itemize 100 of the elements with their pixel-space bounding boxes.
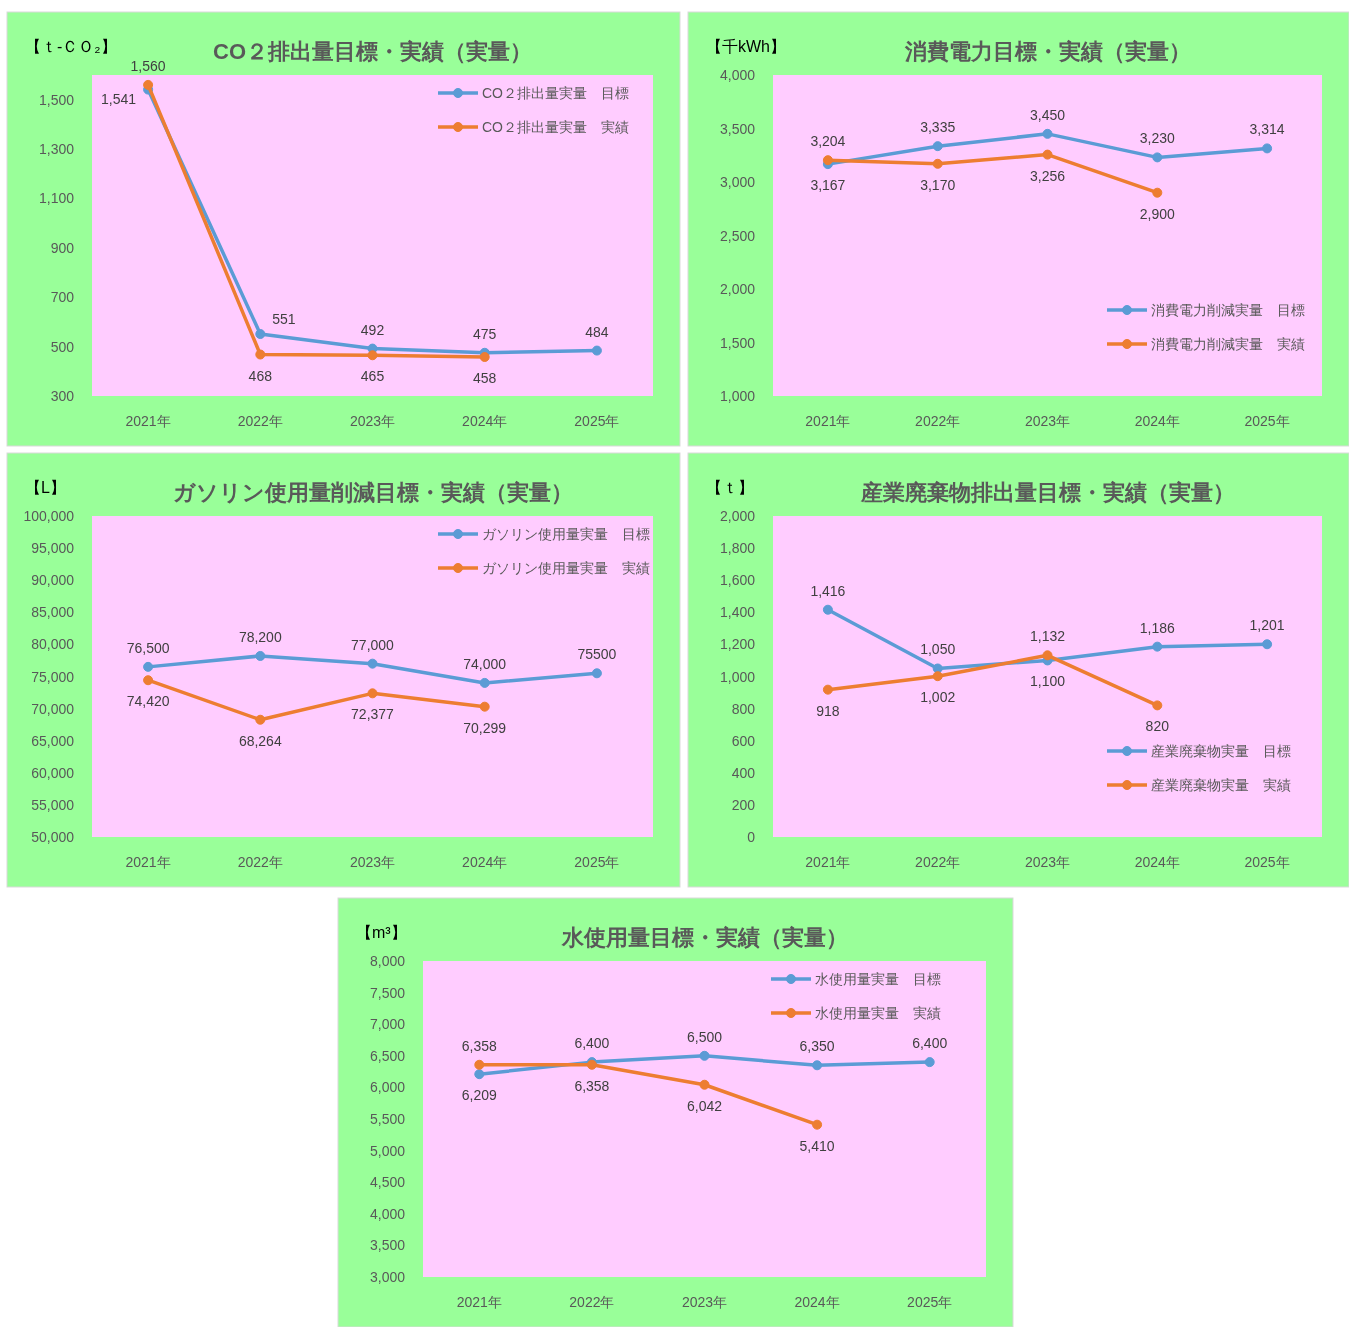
- data-label: 820: [1145, 718, 1170, 735]
- data-label: 1,541: [101, 90, 137, 107]
- data-label: 3,335: [920, 119, 956, 136]
- x-tick-label: 2021年: [125, 854, 171, 870]
- y-axis-title: 【ｔ-ＣＯ₂】: [25, 38, 117, 55]
- data-label: 918: [816, 702, 840, 719]
- y-tick-label: 7,500: [369, 984, 406, 1001]
- y-tick-label: 2,000: [719, 508, 756, 524]
- y-tick-label: 1,200: [719, 636, 756, 653]
- y-tick-label: 800: [731, 700, 756, 717]
- x-tick-label: 2025年: [1244, 854, 1290, 870]
- point: [474, 1059, 485, 1070]
- data-label: 5,410: [799, 1137, 835, 1154]
- point: [822, 684, 833, 695]
- data-label: 75500: [577, 646, 617, 663]
- x-tick-label: 2023年: [349, 854, 396, 870]
- point: [1262, 143, 1273, 154]
- x-tick-label: 2024年: [1134, 854, 1180, 870]
- y-tick-label: 300: [50, 388, 75, 404]
- y-tick-label: 700: [50, 289, 75, 306]
- y-tick-label: 1,300: [38, 141, 75, 158]
- legend-label: 産業廃棄物実量 目標: [1151, 743, 1291, 759]
- point: [1262, 639, 1273, 650]
- x-tick-label: 2023年: [681, 1294, 728, 1310]
- y-tick-label: 3,500: [369, 1237, 406, 1254]
- point: [812, 1119, 823, 1130]
- data-label: 3,204: [810, 133, 846, 150]
- data-label: 1,002: [920, 689, 956, 706]
- y-axis-title: 【千kWh】: [706, 38, 786, 55]
- y-tick-label: 8,000: [369, 953, 406, 969]
- y-tick-label: 3,500: [719, 120, 756, 137]
- y-tick-label: 1,100: [38, 190, 75, 207]
- chart-title: CO２排出量目標・実績（実量）: [213, 39, 532, 64]
- data-label: 3,170: [920, 176, 956, 193]
- data-label: 1,201: [1249, 617, 1285, 634]
- point: [591, 668, 602, 679]
- data-label: 2,900: [1139, 205, 1176, 222]
- data-label: 465: [360, 368, 385, 385]
- point: [1152, 187, 1163, 198]
- data-label: 468: [248, 367, 273, 384]
- data-label: 6,400: [912, 1035, 948, 1052]
- point: [822, 604, 833, 615]
- y-tick-label: 4,500: [369, 1174, 406, 1191]
- point: [1152, 700, 1163, 711]
- data-label: 1,132: [1029, 628, 1066, 645]
- point: [367, 688, 378, 699]
- chart-title: 水使用量目標・実績（実量）: [560, 925, 848, 950]
- data-label: 6,358: [574, 1077, 610, 1094]
- legend-label: CO２排出量実量 目標: [482, 85, 629, 101]
- point: [255, 349, 266, 360]
- x-tick-label: 2022年: [569, 1294, 615, 1310]
- y-tick-label: 85,000: [31, 604, 75, 621]
- point: [699, 1050, 710, 1061]
- x-tick-label: 2024年: [794, 1294, 840, 1310]
- data-label: 1,050: [920, 641, 956, 658]
- y-tick-label: 6,000: [369, 1079, 406, 1096]
- y-tick-label: 75,000: [31, 668, 75, 685]
- data-label: 3,230: [1139, 130, 1176, 147]
- data-label: 6,500: [686, 1028, 723, 1045]
- data-label: 3,314: [1249, 121, 1285, 138]
- data-label: 3,450: [1029, 106, 1066, 123]
- data-label: 77,000: [351, 636, 395, 653]
- y-tick-label: 3,000: [369, 1269, 406, 1285]
- y-tick-label: 95,000: [31, 540, 75, 557]
- point: [143, 675, 154, 686]
- data-label: 6,209: [461, 1087, 498, 1104]
- y-tick-label: 50,000: [31, 829, 75, 845]
- y-axis-title: 【m³】: [356, 924, 407, 941]
- y-tick-label: 0: [747, 829, 756, 845]
- data-label: 74,000: [463, 655, 507, 672]
- y-tick-label: 5,500: [369, 1111, 406, 1127]
- point: [255, 714, 266, 725]
- x-tick-label: 2023年: [1024, 413, 1071, 429]
- data-label: 3,256: [1029, 167, 1066, 184]
- x-tick-label: 2023年: [1024, 854, 1071, 870]
- y-tick-label: 80,000: [31, 636, 75, 653]
- data-label: 6,350: [799, 1038, 835, 1055]
- data-label: 6,042: [686, 1097, 723, 1114]
- data-label: 6,400: [574, 1035, 610, 1052]
- legend-label: 産業廃棄物実量 実績: [1151, 777, 1291, 793]
- y-tick-label: 100,000: [23, 508, 75, 524]
- y-tick-label: 70,000: [31, 700, 75, 717]
- legend-label: CO２排出量実量 実績: [482, 119, 629, 135]
- y-tick-label: 1,500: [719, 334, 756, 351]
- legend-label: 水使用量実量 実績: [815, 1005, 941, 1021]
- y-tick-label: 60,000: [31, 764, 75, 781]
- point: [1152, 152, 1163, 163]
- data-label: 78,200: [238, 628, 282, 645]
- point: [474, 1069, 485, 1080]
- data-label: 70,299: [463, 719, 507, 736]
- point: [932, 158, 943, 169]
- data-label: 72,377: [351, 706, 395, 723]
- y-tick-label: 1,000: [719, 668, 756, 685]
- x-tick-label: 2022年: [915, 854, 961, 870]
- point: [479, 701, 490, 712]
- data-label: 6,358: [461, 1037, 498, 1054]
- point: [255, 329, 266, 340]
- data-label: 1,100: [1029, 673, 1066, 690]
- y-tick-label: 500: [50, 338, 75, 355]
- data-label: 475: [473, 325, 497, 342]
